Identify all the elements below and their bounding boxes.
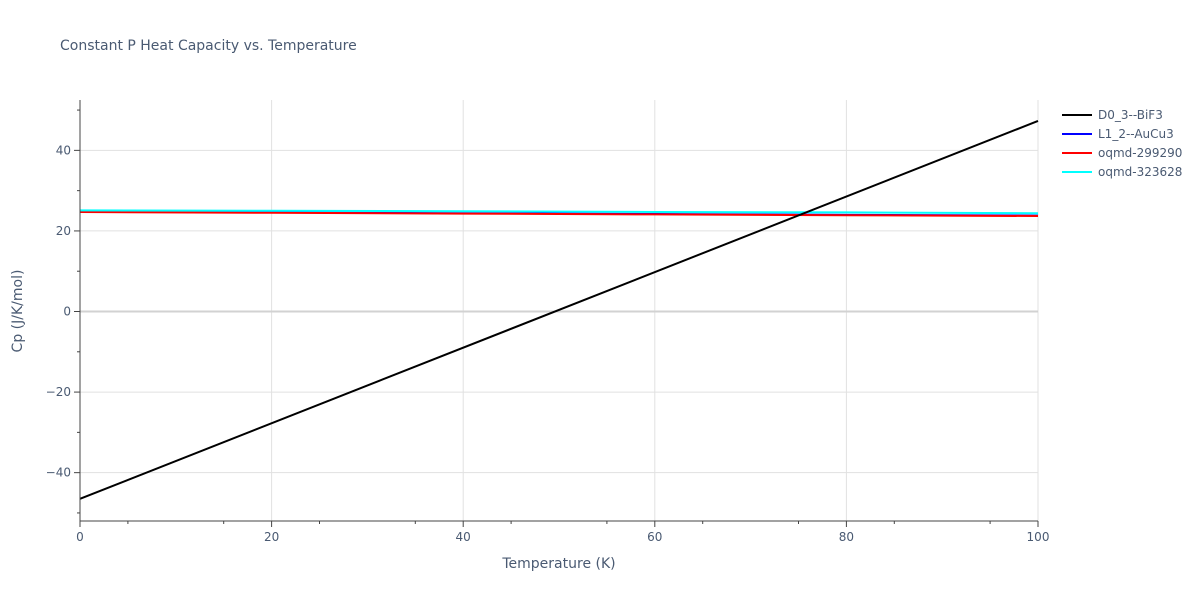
- legend-label: D0_3--BiF3: [1098, 108, 1163, 122]
- y-axis-title: Cp (J/K/mol): [10, 270, 26, 353]
- legend-item[interactable]: oqmd-323628: [1062, 165, 1182, 179]
- y-tick-label: 0: [63, 305, 71, 319]
- grid: [80, 100, 1039, 521]
- legend-item[interactable]: D0_3--BiF3: [1062, 108, 1163, 122]
- legend-item[interactable]: L1_2--AuCu3: [1062, 127, 1174, 141]
- legend-label: oqmd-299290: [1098, 146, 1182, 160]
- x-tick-label: 0: [76, 530, 84, 544]
- y-ticks: −40 −20 0 20 40: [46, 109, 80, 514]
- y-tick-label: −40: [46, 466, 71, 480]
- x-ticks: 0 20 40 60 80 100: [76, 521, 1049, 544]
- y-tick-label: 40: [56, 143, 71, 157]
- x-tick-label: 20: [264, 530, 279, 544]
- chart-title: Constant P Heat Capacity vs. Temperature: [60, 38, 357, 54]
- x-tick-label: 100: [1027, 530, 1050, 544]
- legend-label: L1_2--AuCu3: [1098, 127, 1174, 141]
- x-tick-label: 60: [647, 530, 662, 544]
- series-line-D0_3--BiF3: [79, 120, 1039, 500]
- legend-label: oqmd-323628: [1098, 165, 1182, 179]
- series-layer: [79, 120, 1039, 500]
- axes: [79, 100, 1038, 522]
- y-tick-label: −20: [46, 385, 71, 399]
- legend-item[interactable]: oqmd-299290: [1062, 146, 1182, 160]
- legend: D0_3--BiF3 L1_2--AuCu3 oqmd-299290 oqmd-323…: [1062, 108, 1182, 179]
- series-line-oqmd-323628: [79, 209, 1039, 215]
- x-tick-label: 80: [839, 530, 854, 544]
- x-axis-title: Temperature (K): [501, 556, 615, 572]
- series-line-oqmd-299290: [79, 211, 1039, 218]
- y-tick-label: 20: [56, 224, 71, 238]
- x-tick-label: 40: [456, 530, 471, 544]
